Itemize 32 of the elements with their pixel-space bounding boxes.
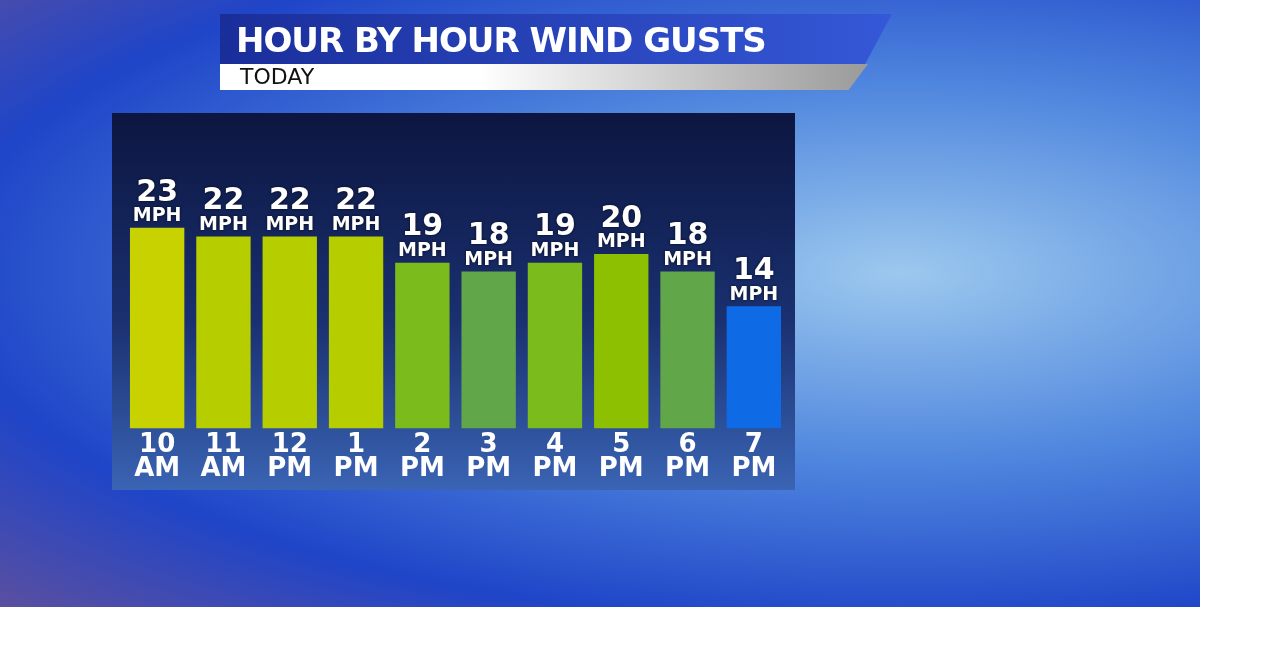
data-label: 23 MPH	[132, 172, 182, 226]
data-label: 19 MPH	[397, 207, 447, 261]
x-tick-label: 5 PM	[598, 427, 644, 483]
bar	[527, 262, 583, 429]
data-label: 20 MPH	[596, 198, 646, 252]
x-tick-label: 2 PM	[399, 427, 445, 483]
data-label: 19 MPH	[530, 207, 580, 261]
x-tick-label: 7 PM	[731, 427, 777, 483]
x-tick-label: 6 PM	[665, 427, 711, 483]
x-tick-label: 3 PM	[466, 427, 512, 483]
bar	[395, 262, 450, 429]
x-tick-label: 12 PM	[267, 427, 313, 483]
chart-title: HOUR BY HOUR WIND GUSTS	[236, 20, 766, 60]
x-tick-label: 10 AM	[134, 427, 181, 483]
data-label: 14 MPH	[729, 251, 779, 304]
data-label: 22 MPH	[331, 181, 381, 234]
x-tick-label: 4 PM	[532, 427, 578, 483]
x-tick-label: 1 PM	[333, 427, 379, 483]
bar	[660, 271, 715, 429]
bar	[262, 236, 317, 429]
chart-subtitle: TODAY	[240, 64, 315, 89]
bar	[594, 253, 649, 429]
data-label: 22 MPH	[199, 181, 248, 234]
x-tick-label: 11 AM	[200, 427, 247, 483]
bar	[461, 271, 516, 429]
bar	[196, 236, 251, 429]
data-label: 22 MPH	[265, 181, 315, 234]
bar	[726, 306, 782, 429]
data-label: 18 MPH	[464, 216, 514, 269]
bar	[129, 227, 185, 429]
data-label: 18 MPH	[663, 216, 712, 269]
bar	[328, 236, 384, 429]
